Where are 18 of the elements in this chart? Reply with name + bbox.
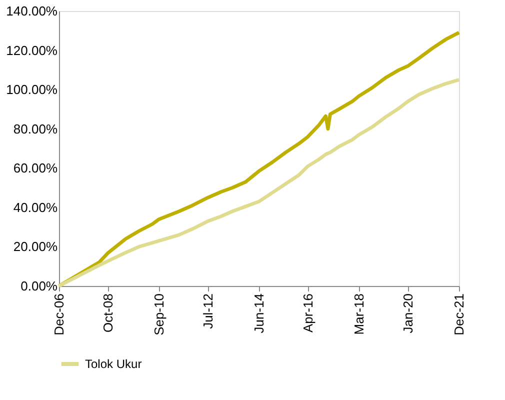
x-tick-label: Sep-10 xyxy=(152,294,167,336)
y-tick-label: 80.00% xyxy=(13,121,58,136)
x-tick-label: Jul-12 xyxy=(200,294,216,329)
y-tick-label: 40.00% xyxy=(13,200,58,215)
y-tick-label: 140.00% xyxy=(6,4,58,18)
x-tick-label: Jun-14 xyxy=(251,294,266,334)
x-tick-label: Dec-21 xyxy=(452,294,466,336)
x-tick-label: Mar-18 xyxy=(351,294,366,335)
y-tick-label: 120.00% xyxy=(6,42,58,58)
y-tick-label: 60.00% xyxy=(13,160,58,176)
y-tick-label: 20.00% xyxy=(13,239,58,254)
x-tick-label: Jan-20 xyxy=(400,294,416,334)
x-tick-label: Apr-16 xyxy=(300,294,316,333)
y-tick-label: 0.00% xyxy=(20,278,58,294)
legend-label: Tolok Ukur xyxy=(85,357,142,371)
x-tick-label: Oct-08 xyxy=(100,294,116,333)
x-tick-label: Dec-06 xyxy=(52,294,66,336)
y-tick-label: 100.00% xyxy=(6,82,58,98)
